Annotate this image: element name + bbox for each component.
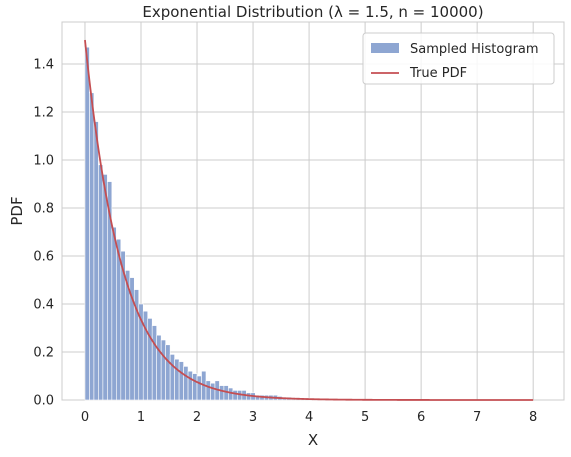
histogram-bar (210, 382, 216, 401)
x-gridlines (84, 22, 534, 400)
x-axis-label: X (308, 431, 318, 449)
x-tick-label: 4 (305, 410, 313, 425)
y-tick-label: 1.0 (33, 154, 54, 169)
y-axis-label: PDF (8, 196, 26, 225)
legend-pdf-label: True PDF (409, 66, 467, 81)
y-tick-label: 0.2 (33, 346, 54, 361)
histogram-bar (183, 366, 189, 401)
histogram-bar (169, 354, 175, 401)
histogram-bar (178, 361, 184, 401)
y-tick-label: 0.8 (33, 202, 54, 217)
x-tick-labels: 0 1 2 3 4 5 6 7 8 (81, 410, 537, 425)
histogram-bar (165, 344, 171, 401)
histogram-bar (174, 358, 180, 401)
y-tick-label: 0.0 (33, 394, 54, 409)
x-tick-label: 2 (193, 410, 201, 425)
y-tick-label: 0.6 (33, 250, 54, 265)
x-tick-label: 3 (249, 410, 257, 425)
x-tick-label: 6 (417, 410, 425, 425)
histogram-bar (147, 318, 153, 401)
y-tick-labels: 0.0 0.2 0.4 0.6 0.8 1.0 1.2 1.4 (33, 58, 54, 409)
histogram-bar (205, 380, 211, 401)
legend-histogram-label: Sampled Histogram (410, 42, 539, 57)
histogram-bar (93, 121, 99, 401)
histogram-bar (228, 387, 234, 401)
legend-box (362, 32, 555, 85)
y-tick-label: 1.4 (33, 58, 54, 73)
histogram-bar (192, 373, 198, 401)
x-tick-label: 8 (529, 410, 537, 425)
histogram-bar (89, 92, 95, 401)
x-tick-label: 5 (361, 410, 369, 425)
histogram-bar (219, 385, 225, 401)
histogram-bar (156, 334, 162, 401)
x-tick-label: 0 (81, 410, 89, 425)
histogram-bar (84, 46, 90, 401)
histogram-bar (160, 339, 166, 401)
histogram-bar (151, 325, 157, 401)
histogram-bar (187, 370, 193, 401)
chart-title: Exponential Distribution (λ = 1.5, n = 1… (142, 3, 483, 21)
histogram-bar (102, 174, 108, 401)
histogram-bar (98, 164, 104, 401)
x-tick-label: 1 (137, 410, 145, 425)
histogram-bar (116, 238, 122, 401)
legend: Sampled Histogram True PDF (362, 32, 555, 85)
histogram-bar (111, 226, 117, 401)
true-pdf-line (84, 39, 534, 401)
x-tick-label: 7 (473, 410, 481, 425)
y-tick-label: 1.2 (33, 106, 54, 121)
y-tick-label: 0.4 (33, 298, 54, 313)
legend-histogram-swatch (371, 43, 399, 53)
histogram-bar (196, 375, 202, 401)
histogram-bar (232, 390, 238, 401)
